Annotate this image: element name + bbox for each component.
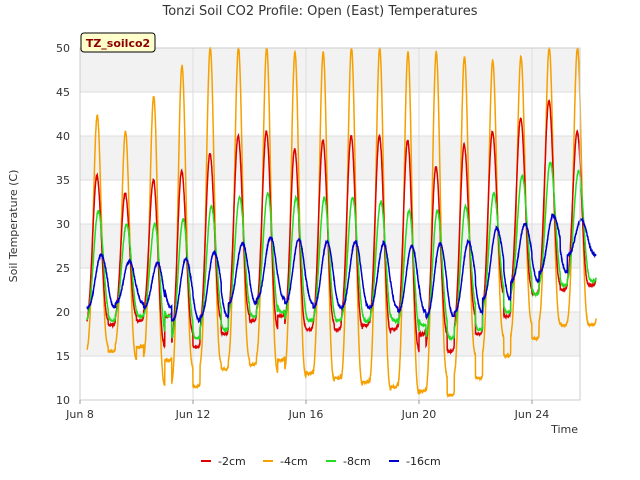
y-tick-label: 50: [56, 42, 70, 55]
chart-title: Tonzi Soil CO2 Profile: Open (East) Temp…: [161, 4, 477, 19]
site-badge: TZ_soilco2: [80, 32, 156, 53]
y-tick-label: 30: [56, 218, 70, 231]
legend-label: -8cm: [343, 455, 371, 468]
series-layer: [86, 46, 597, 399]
series-line-minus-16cm: [86, 212, 597, 324]
plot-band: [80, 92, 580, 136]
legend-label: -16cm: [406, 455, 441, 468]
y-tick-label: 25: [56, 262, 70, 275]
y-tick-label: 15: [56, 350, 70, 363]
y-axis-label: Soil Temperature (C): [7, 170, 20, 283]
x-axis-ticks: Jun 8 Jun 12 Jun 16 Jun 20 Jun 24: [65, 400, 549, 421]
x-tick-label: Jun 12: [175, 408, 211, 421]
y-axis-ticks: 10 15 20 25 30 35 40 45 50: [56, 42, 70, 407]
legend-label: -2cm: [218, 455, 246, 468]
plot-band: [80, 356, 580, 400]
x-axis-label: Time: [550, 423, 578, 436]
site-badge-label: TZ_soilco2: [86, 37, 150, 50]
y-tick-label: 10: [56, 394, 70, 407]
x-tick-label: Jun 24: [514, 408, 550, 421]
legend: -2cm -4cm -8cm -16cm: [201, 455, 441, 468]
x-tick-label: Jun 8: [65, 408, 94, 421]
x-tick-label: Jun 20: [401, 408, 437, 421]
plot-border: [79, 47, 581, 401]
y-tick-label: 45: [56, 86, 70, 99]
plot-band: [80, 136, 580, 180]
x-tick-label: Jun 16: [288, 408, 324, 421]
site-badge-box: [80, 32, 156, 53]
y-tick-label: 20: [56, 306, 70, 319]
y-tick-label: 35: [56, 174, 70, 187]
legend-label: -4cm: [280, 455, 308, 468]
series-line-minus-4cm: [86, 46, 597, 399]
plot-band: [80, 48, 580, 92]
y-tick-label: 40: [56, 130, 70, 143]
